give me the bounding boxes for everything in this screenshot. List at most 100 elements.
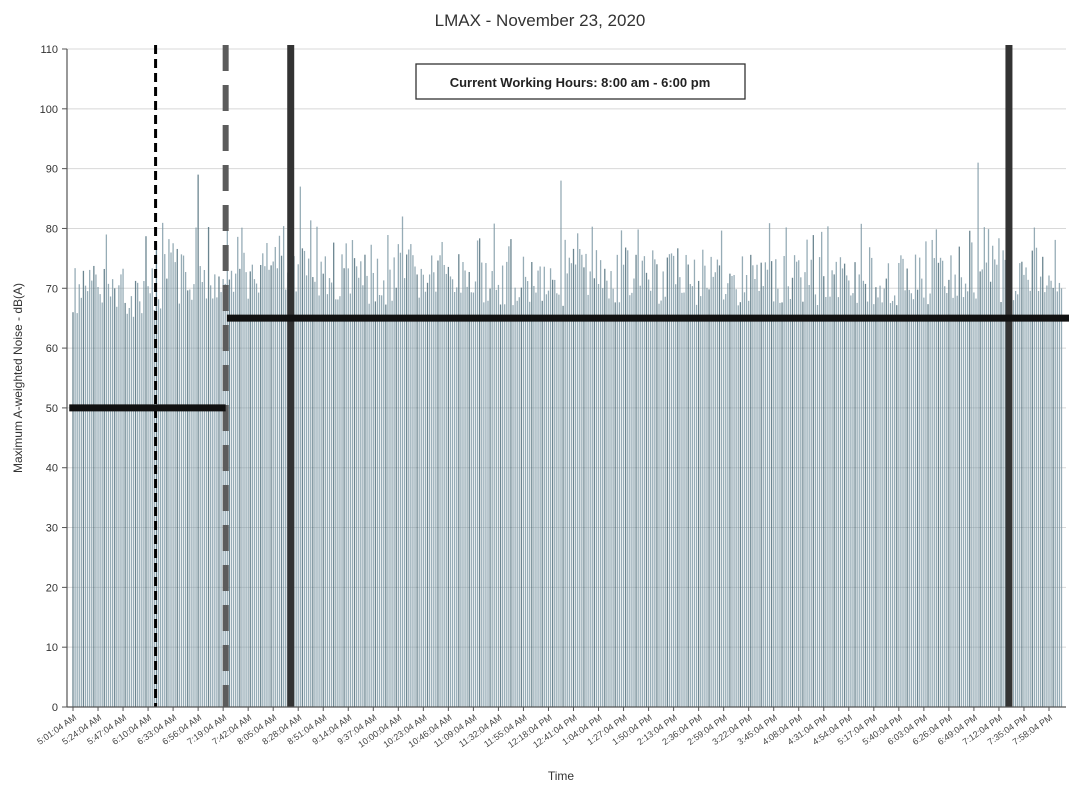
noise-bar: [466, 286, 468, 707]
noise-bar: [587, 294, 589, 707]
noise-bar: [775, 259, 777, 707]
noise-bar: [568, 257, 570, 707]
noise-bar: [493, 223, 495, 707]
noise-bar: [733, 274, 735, 707]
noise-bar: [316, 226, 318, 708]
noise-bar: [785, 227, 787, 708]
noise-bar: [783, 256, 785, 707]
noise-bar: [668, 254, 671, 707]
noise-bar: [1021, 261, 1023, 707]
noise-bar: [393, 257, 395, 707]
noise-bar: [950, 255, 952, 707]
noise-bar: [335, 299, 337, 707]
noise-bar: [464, 270, 466, 707]
noise-bar: [139, 301, 141, 707]
reference-lines-layer: [69, 45, 1069, 707]
noise-bar: [318, 295, 320, 707]
noise-bar: [756, 264, 758, 707]
noise-bar: [428, 274, 431, 707]
noise-bar: [378, 294, 381, 707]
noise-bar: [908, 289, 910, 707]
noise-bar: [706, 287, 708, 707]
noise-bar: [443, 264, 445, 707]
noise-bar: [758, 290, 760, 707]
noise-bar: [137, 282, 139, 707]
noise-bar: [695, 304, 698, 707]
noise-bar: [111, 279, 114, 707]
noise-bar: [868, 247, 871, 707]
noise-bar: [969, 230, 971, 708]
noise-bar: [72, 312, 74, 707]
noise-bar: [589, 271, 591, 707]
noise-bar: [944, 286, 946, 707]
noise-bar: [837, 297, 840, 707]
noise-bar: [116, 306, 118, 707]
noise-bar: [883, 288, 885, 707]
noise-bar: [1017, 294, 1019, 707]
noise-bar: [537, 270, 539, 707]
noise-bar: [871, 257, 873, 707]
noise-bar: [835, 261, 837, 707]
noise-bar: [914, 254, 917, 708]
noise-bar: [735, 289, 737, 707]
noise-bar: [495, 289, 497, 707]
noise-bar: [1035, 247, 1038, 707]
noise-bar: [714, 272, 716, 707]
noise-bar: [660, 300, 662, 707]
noise-bar: [912, 299, 915, 707]
noise-bar: [383, 280, 385, 707]
noise-bar: [303, 250, 306, 708]
noise-bar: [894, 295, 896, 707]
noise-bar: [1056, 291, 1058, 707]
noise-bar: [241, 227, 243, 707]
noise-bar: [710, 256, 712, 707]
noise-bar: [337, 299, 339, 707]
noise-bar: [1000, 302, 1002, 707]
noise-bar: [526, 281, 529, 707]
noise-bar: [643, 256, 646, 707]
y-tick-label: 60: [46, 343, 58, 355]
noise-bar: [501, 265, 504, 707]
noise-bar: [424, 291, 427, 707]
noise-bar: [145, 236, 147, 708]
noise-bar: [524, 276, 527, 707]
y-tick-label: 70: [46, 283, 58, 295]
noise-bar: [814, 294, 817, 707]
noise-bar: [155, 244, 158, 707]
noise-bar: [433, 272, 435, 707]
noise-bar: [806, 239, 808, 707]
y-tick-label: 110: [40, 44, 58, 56]
noise-bar: [93, 265, 95, 707]
noise-bar: [397, 244, 399, 707]
noise-bar: [725, 294, 727, 707]
noise-bar: [255, 283, 258, 707]
noise-bar: [132, 316, 135, 707]
noise-bar: [1058, 282, 1061, 707]
noise-bar: [128, 307, 130, 707]
noise-bar: [103, 268, 105, 707]
noise-bar: [295, 291, 297, 707]
noise-bar: [800, 277, 802, 707]
noise-bar: [247, 298, 249, 707]
noise-bar: [401, 216, 404, 707]
noise-bar: [593, 278, 596, 707]
noise-bar: [994, 259, 996, 707]
noise-bar: [862, 280, 865, 707]
noise-bar: [341, 254, 343, 707]
noise-bar: [86, 291, 89, 707]
x-axis-label: Time: [548, 769, 575, 783]
noise-bar: [391, 300, 393, 707]
noise-bar: [107, 283, 110, 707]
noise-bar: [253, 279, 256, 707]
noise-bar: [979, 271, 981, 707]
noise-bar: [919, 257, 921, 707]
noise-bar: [539, 266, 541, 707]
noise-bar: [120, 274, 122, 707]
noise-bar: [852, 293, 854, 707]
noise-bar: [172, 243, 174, 707]
noise-bar: [818, 257, 821, 707]
noise-bar: [645, 272, 648, 707]
noise-bar: [470, 292, 472, 707]
noise-bar: [754, 279, 756, 707]
